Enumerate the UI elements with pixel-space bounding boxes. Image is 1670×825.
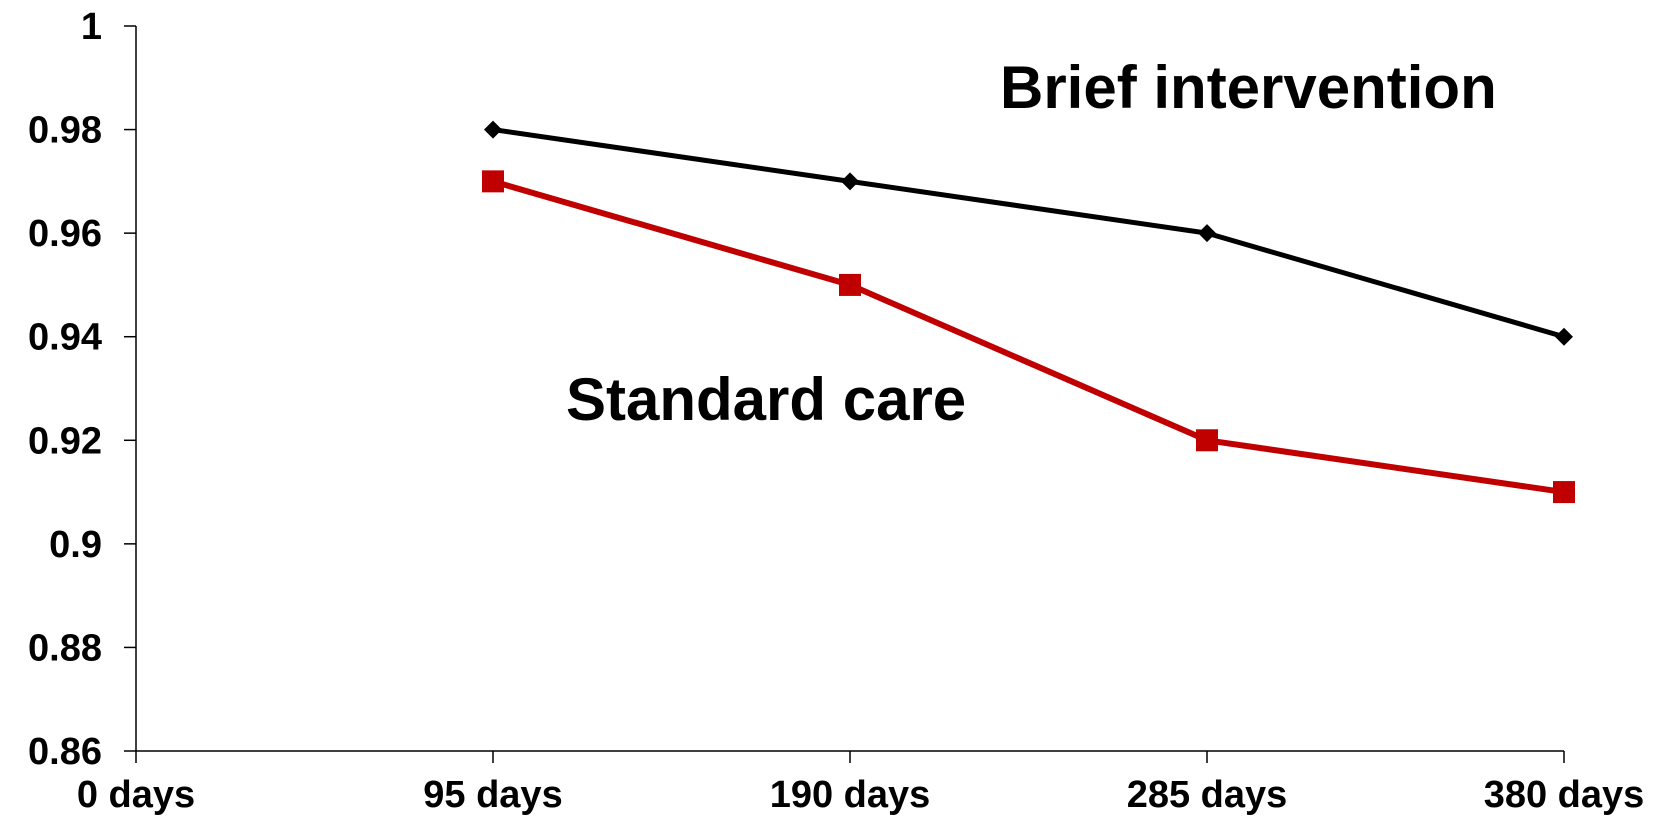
series-label-brief-intervention: Brief intervention [1000, 54, 1497, 121]
y-tick-label: 0.88 [28, 627, 102, 669]
chart-series [482, 120, 1575, 504]
series-line-standard-care [492, 178, 1565, 496]
x-tick-label: 0 days [77, 774, 195, 816]
x-tick-label: 95 days [423, 774, 562, 816]
x-tick-label: 285 days [1127, 774, 1288, 816]
chart-labels: Brief intervention Standard care [566, 54, 1497, 433]
data-point-brief-intervention [1198, 224, 1216, 243]
data-point-brief-intervention [841, 172, 859, 191]
chart-axes: 0.86 0.88 0.9 0.92 0.94 0.96 0.98 1 0 days 95 day… [28, 6, 1644, 816]
data-point-standard-care [1553, 481, 1575, 504]
y-tick-label: 0.9 [49, 524, 102, 566]
x-tick-label: 190 days [770, 774, 931, 816]
data-point-brief-intervention [1555, 327, 1573, 346]
y-tick-label: 1 [81, 6, 102, 48]
data-point-brief-intervention [484, 120, 502, 139]
y-tick-label: 0.96 [28, 213, 102, 255]
y-tick-label: 0.86 [28, 731, 102, 773]
series-label-standard-care: Standard care [566, 366, 966, 433]
data-point-standard-care [839, 273, 861, 296]
series-line-brief-intervention [492, 127, 1565, 340]
data-point-standard-care [482, 170, 504, 193]
y-tick-label: 0.92 [28, 420, 102, 462]
x-tick-label: 380 days [1484, 774, 1645, 816]
data-point-standard-care [1196, 429, 1218, 452]
y-tick-label: 0.98 [28, 110, 102, 152]
y-tick-label: 0.94 [28, 317, 102, 359]
